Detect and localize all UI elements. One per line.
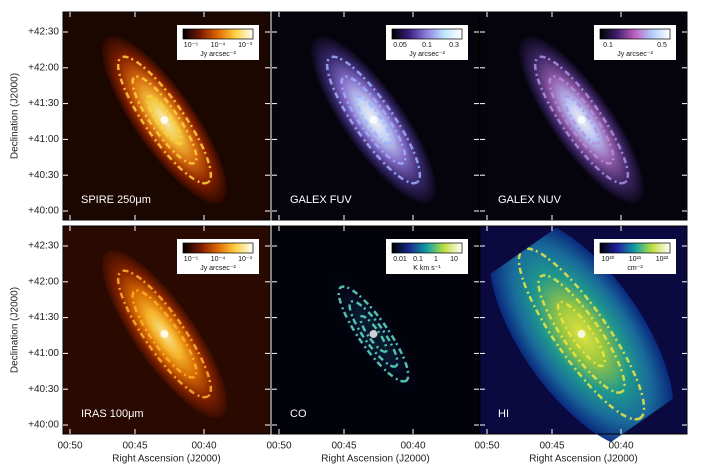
galaxy-image	[311, 36, 436, 204]
galaxy-image	[519, 36, 644, 204]
x-tick-label: 00:50	[266, 441, 291, 452]
panel-frame	[62, 225, 271, 435]
panel: 00:50 00:45 00:40 HI 10²⁰ 10²¹ 10²² cm⁻²	[474, 218, 688, 452]
x-tick-label: 00:40	[608, 441, 633, 452]
y-tick-label: +41:30	[28, 312, 59, 323]
colorbar	[599, 242, 671, 254]
colorbar-tick-label: 0.1	[603, 42, 613, 49]
colorbar	[391, 242, 463, 254]
x-tick-label: 00:50	[57, 441, 82, 452]
panel-label: CO	[290, 408, 307, 420]
colorbar-tick-label: 0.01	[393, 256, 407, 263]
panel-label: HI	[498, 408, 509, 420]
panel-frame	[479, 225, 688, 435]
x-axis-label: Right Ascension (J2000)	[529, 454, 637, 465]
panel: +42:30 +42:00 +41:30 +41:00 +40:30 +40:00 00:5…	[28, 225, 271, 452]
panel-label: GALEX FUV	[290, 194, 352, 206]
panel-frame	[479, 11, 688, 221]
panel-label: IRAS 100μm	[81, 408, 144, 420]
panel-label: SPIRE 250μm	[81, 194, 151, 206]
colorbar-tick-label: 10⁻⁵	[184, 256, 198, 263]
y-axis-label: Declination (J2000)	[10, 287, 21, 373]
y-tick-label: +41:00	[28, 134, 59, 145]
panel-frame	[271, 225, 480, 435]
galaxy-image	[102, 36, 227, 204]
galaxy-image	[102, 250, 227, 418]
x-axis-label: Right Ascension (J2000)	[321, 454, 429, 465]
colorbar-tick-label: 0.1	[422, 42, 432, 49]
colorbar-unit: Jy arcsec⁻²	[409, 51, 445, 58]
x-tick-label: 00:45	[539, 441, 564, 452]
panel: GALEX FUV 0.05 0.1 0.3 Jy arcsec⁻²	[271, 11, 480, 221]
colorbar-tick-label: 0.1	[413, 256, 423, 263]
colorbar-tick-label: 10⁻⁵	[184, 42, 198, 49]
colorbar-tick-label: 10²²	[656, 256, 669, 263]
x-tick-label: 00:40	[191, 441, 216, 452]
colorbar-tick-label: 0.5	[657, 42, 667, 49]
colorbar-unit: K km s⁻¹	[413, 265, 441, 272]
y-tick-label: +42:00	[28, 62, 59, 73]
colorbar-tick-label: 10	[450, 256, 458, 263]
x-tick-label: 00:45	[122, 441, 147, 452]
colorbar-tick-label: 10²¹	[629, 256, 642, 263]
colorbar	[182, 28, 254, 40]
x-axis-label: Right Ascension (J2000)	[112, 454, 220, 465]
y-tick-label: +41:30	[28, 98, 59, 109]
y-tick-label: +40:00	[28, 206, 59, 217]
colorbar-unit: Jy arcsec⁻²	[200, 265, 236, 272]
panel-frame	[62, 11, 271, 221]
y-tick-label: +42:30	[28, 27, 59, 38]
colorbar-tick-label: 10⁻³	[238, 256, 252, 263]
y-tick-label: +40:30	[28, 384, 59, 395]
colorbar-unit: cm⁻²	[627, 265, 643, 272]
y-tick-label: +41:00	[28, 348, 59, 359]
colorbar-tick-label: 10⁻³	[238, 42, 252, 49]
colorbar-unit: Jy arcsec⁻²	[200, 51, 236, 58]
x-tick-label: 00:50	[474, 441, 499, 452]
colorbar-tick-label: 0.05	[393, 42, 407, 49]
colorbar	[599, 28, 671, 40]
colorbar	[391, 28, 463, 40]
y-tick-label: +40:30	[28, 170, 59, 181]
panel: 00:50 00:45 00:40 CO 0.01 0.1 1 10 K km s⁻¹	[266, 225, 480, 452]
y-tick-label: +42:30	[28, 241, 59, 252]
galaxy-image	[326, 271, 421, 397]
colorbar	[182, 242, 254, 254]
colorbar-tick-label: 0.3	[449, 42, 459, 49]
colorbar-tick-label: 10⁻⁴	[211, 256, 226, 263]
x-tick-label: 00:45	[331, 441, 356, 452]
colorbar-tick-label: 1	[434, 256, 438, 263]
colorbar-tick-label: 10⁻⁴	[211, 42, 226, 49]
colorbar-unit: Jy arcsec⁻²	[617, 51, 653, 58]
x-tick-label: 00:40	[400, 441, 425, 452]
panel: GALEX NUV 0.1 0.5 Jy arcsec⁻²	[479, 11, 688, 221]
y-axis-label: Declination (J2000)	[10, 73, 21, 159]
panel-frame	[271, 11, 480, 221]
y-tick-label: +40:00	[28, 420, 59, 431]
panel-label: GALEX NUV	[498, 194, 562, 206]
colorbar-tick-label: 10²⁰	[602, 255, 615, 263]
y-tick-label: +42:00	[28, 276, 59, 287]
panel: +42:30 +42:00 +41:30 +41:00 +40:30 +40:00 SPIR…	[28, 11, 271, 221]
